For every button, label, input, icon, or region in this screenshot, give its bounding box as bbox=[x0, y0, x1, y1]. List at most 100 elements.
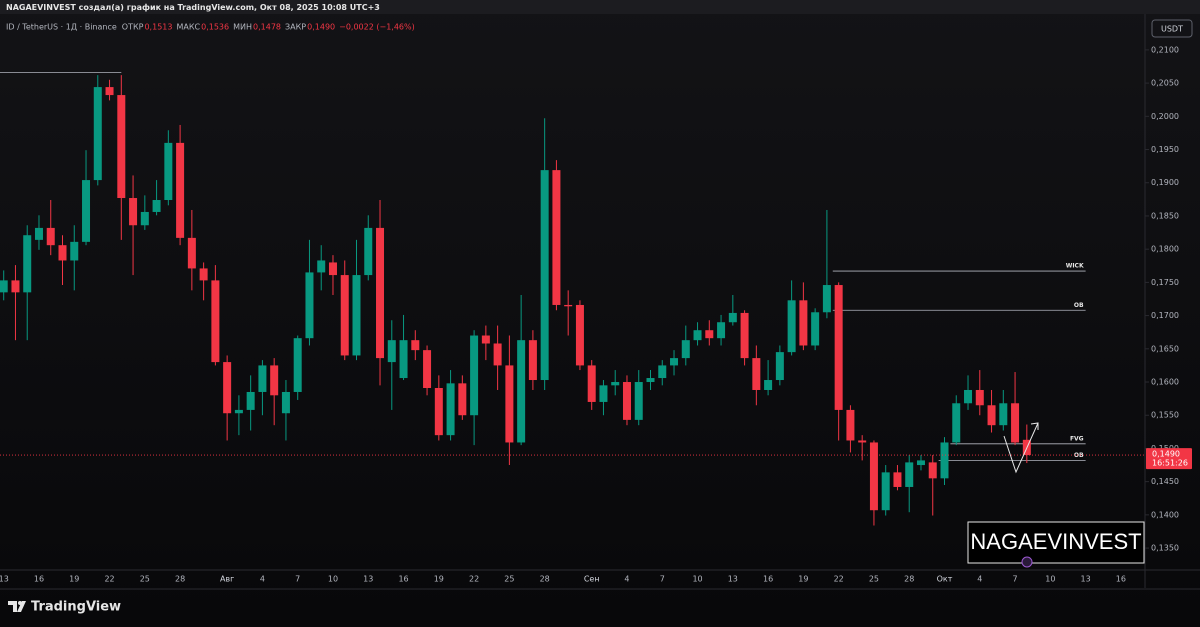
candle-body bbox=[587, 365, 596, 402]
candle-body bbox=[505, 365, 514, 443]
candle-body bbox=[23, 235, 32, 293]
candle-body bbox=[411, 340, 420, 351]
x-tick-label: 10 bbox=[692, 575, 702, 584]
x-tick-label: 16 bbox=[1116, 575, 1126, 584]
level-label: FVG bbox=[1070, 435, 1084, 442]
legend-text: ID / TetherUS · 1Д · Binance bbox=[6, 23, 117, 32]
candle-body bbox=[905, 462, 914, 487]
x-tick-label: 19 bbox=[798, 575, 808, 584]
y-tick-label: 0,1800 bbox=[1151, 245, 1179, 254]
legend-text: 0,1490 bbox=[307, 23, 335, 32]
candle-body bbox=[999, 403, 1008, 426]
x-tick-label: 28 bbox=[540, 575, 550, 584]
x-tick-label: 25 bbox=[869, 575, 879, 584]
candle-body bbox=[434, 387, 443, 436]
x-tick-label: 13 bbox=[728, 575, 738, 584]
x-tick-label: 4 bbox=[260, 575, 265, 584]
candle-body bbox=[58, 245, 67, 261]
header: NAGAEVINVEST создал(а) график на Trading… bbox=[6, 3, 380, 12]
x-tick-label: 19 bbox=[69, 575, 79, 584]
x-tick-label: 7 bbox=[1013, 575, 1018, 584]
candle-body bbox=[234, 409, 243, 414]
candle-body bbox=[987, 405, 996, 426]
candle-body bbox=[164, 142, 173, 201]
candle-body bbox=[928, 462, 937, 479]
x-tick-label: 10 bbox=[1045, 575, 1055, 584]
y-tick-label: 0,1850 bbox=[1151, 211, 1179, 220]
candle-body bbox=[493, 343, 502, 366]
candle-body bbox=[681, 340, 690, 359]
legend-text: 0,1536 bbox=[201, 23, 229, 32]
candle-body bbox=[517, 340, 526, 443]
legend-text: МИН bbox=[233, 23, 252, 32]
y-tick-label: 0,1400 bbox=[1151, 510, 1179, 519]
candle-body bbox=[364, 227, 373, 276]
candle-body bbox=[470, 335, 479, 416]
brand: TradingView bbox=[31, 600, 121, 615]
candle-body bbox=[869, 442, 878, 511]
candle-body bbox=[540, 170, 549, 381]
x-tick-label: 7 bbox=[660, 575, 665, 584]
legend: ID / TetherUS · 1Д · Binance ОТКР 0,1513 МА… bbox=[6, 23, 415, 32]
candle-body bbox=[293, 338, 302, 392]
candle-body bbox=[599, 385, 608, 402]
x-tick-label: 22 bbox=[469, 575, 479, 584]
candle-body bbox=[881, 472, 890, 511]
candle-body bbox=[940, 442, 949, 479]
candle-body bbox=[46, 227, 55, 246]
candle-body bbox=[0, 280, 8, 293]
x-tick-label: 25 bbox=[504, 575, 514, 584]
candle-body bbox=[528, 340, 537, 381]
candle-body bbox=[952, 403, 961, 443]
candle-body bbox=[575, 304, 584, 366]
legend-text: −0,0022 (−1,46%) bbox=[339, 23, 415, 32]
candle-body bbox=[187, 237, 196, 269]
x-tick-label: 16 bbox=[763, 575, 773, 584]
candle-body bbox=[658, 365, 667, 379]
level-label: OB bbox=[1074, 452, 1084, 459]
candle-body bbox=[1011, 403, 1020, 443]
candle-body bbox=[646, 378, 655, 383]
candle-body bbox=[258, 365, 267, 392]
currency[interactable]: USDT bbox=[1161, 25, 1183, 34]
y-tick-label: 0,1700 bbox=[1151, 311, 1179, 320]
x-tick-label: 28 bbox=[175, 575, 185, 584]
candle-body bbox=[305, 272, 314, 339]
candle-body bbox=[964, 389, 973, 404]
level-label: OB bbox=[1074, 302, 1084, 309]
last-price-label: 0,1490 bbox=[1152, 450, 1180, 459]
candle-body bbox=[858, 440, 867, 443]
candle-body bbox=[811, 312, 820, 346]
y-tick-label: 0,1750 bbox=[1151, 278, 1179, 287]
currency-button[interactable] bbox=[1151, 19, 1193, 38]
candle-body bbox=[705, 330, 714, 339]
watermark-icon bbox=[1021, 556, 1033, 568]
x-tick-label: 28 bbox=[904, 575, 914, 584]
candle-body bbox=[82, 180, 91, 242]
x-tick-label: 13 bbox=[363, 575, 373, 584]
candle-body bbox=[481, 335, 490, 344]
x-tick-label: Авг bbox=[220, 575, 234, 584]
candle-body bbox=[822, 285, 831, 313]
candle-body bbox=[199, 268, 208, 281]
candle-body bbox=[764, 380, 773, 390]
candle-body bbox=[11, 280, 20, 293]
candle-body bbox=[728, 312, 737, 323]
top-bar bbox=[0, 0, 1200, 14]
x-tick-label: 22 bbox=[834, 575, 844, 584]
y-tick-label: 0,1450 bbox=[1151, 477, 1179, 486]
x-tick-label: 25 bbox=[140, 575, 150, 584]
candle-body bbox=[399, 340, 408, 379]
y-tick-label: 0,2000 bbox=[1151, 112, 1179, 121]
candle-body bbox=[352, 275, 361, 356]
x-tick-label: 7 bbox=[295, 575, 300, 584]
x-tick-label: 16 bbox=[398, 575, 408, 584]
candle-body bbox=[611, 382, 620, 386]
x-tick-label: Окт bbox=[937, 575, 953, 584]
candle-body bbox=[740, 312, 749, 359]
candle-body bbox=[376, 227, 385, 359]
candle-body bbox=[270, 365, 279, 396]
drawn-arrow bbox=[1003, 422, 1039, 474]
candle-body bbox=[70, 241, 79, 261]
candle-body bbox=[140, 211, 149, 226]
